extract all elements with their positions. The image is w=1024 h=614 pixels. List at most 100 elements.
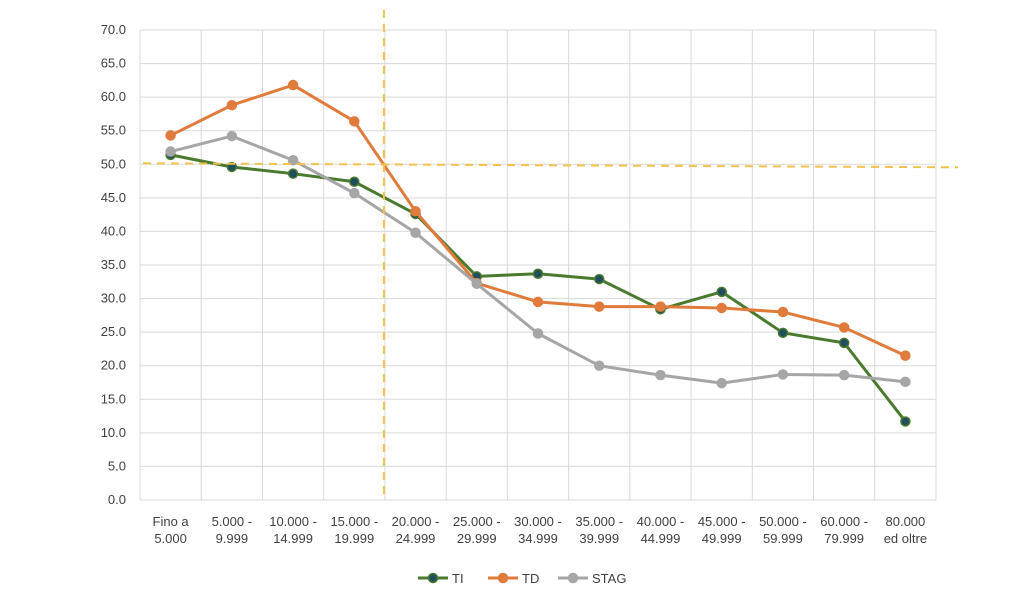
data-point-stag	[838, 369, 850, 381]
y-axis-tick-labels: 0.0 5.0 10.0 15.0 20.0 25.0 30.0 35.0 40.0 45.0 50…	[101, 22, 126, 507]
y-tick-label: 40.0	[101, 223, 126, 238]
data-point-td	[655, 301, 666, 312]
y-tick-label: 70.0	[101, 22, 126, 37]
horizontal-reference-line	[142, 162, 959, 169]
legend-label-td: TD	[522, 571, 539, 586]
data-point-stag	[349, 187, 360, 199]
x-tick-label: 25.000 - 29.999	[453, 514, 501, 546]
data-point-td	[349, 116, 360, 127]
data-point-stag	[900, 376, 911, 388]
data-point-stag	[532, 328, 544, 339]
data-point-stag	[777, 369, 789, 380]
x-tick-label-line: 20.000 -	[392, 514, 440, 529]
legend-marker-stag	[567, 572, 579, 584]
y-tick-label: 10.0	[101, 425, 126, 440]
y-tick-label: 35.0	[101, 257, 126, 272]
reference-lines	[142, 10, 959, 500]
legend-marker-td	[497, 572, 509, 584]
data-point-td	[165, 130, 176, 141]
data-point-td	[838, 322, 850, 333]
y-tick-label: 60.0	[101, 89, 126, 104]
x-tick-label-line: 5.000	[154, 531, 187, 546]
y-tick-label: 50.0	[101, 156, 126, 171]
x-tick-label-line: 79.999	[824, 531, 864, 546]
x-axis-tick-labels: Fino a 5.000 5.000 - 9.999 10.000 - 14.999 15.…	[153, 514, 928, 546]
data-point-ti	[777, 327, 789, 339]
x-tick-label: 35.000 - 39.999	[575, 514, 623, 546]
data-series	[165, 79, 911, 427]
data-point-stag	[471, 278, 483, 290]
x-tick-label-line: 80.000	[886, 514, 926, 529]
data-point-stag	[716, 377, 727, 389]
x-tick-label: 30.000 - 34.999	[514, 514, 562, 546]
x-tick-label-line: 49.999	[702, 531, 742, 546]
data-point-td	[532, 296, 544, 308]
x-tick-label-line: 50.000 -	[759, 514, 807, 529]
data-point-stag	[287, 155, 299, 166]
x-tick-label: Fino a 5.000	[153, 514, 190, 546]
y-tick-label: 25.0	[101, 324, 126, 339]
x-tick-label-line: 45.000 -	[698, 514, 746, 529]
x-tick-label-line: ed oltre	[884, 531, 927, 546]
data-point-td	[593, 301, 605, 312]
data-point-ti	[716, 286, 727, 298]
legend-item-ti: TI	[418, 571, 464, 586]
legend: TI TD STAG	[418, 571, 626, 586]
x-tick-label: 50.000 - 59.999	[759, 514, 807, 546]
series-line-ti	[169, 153, 907, 423]
x-tick-label: 20.000 - 24.999	[392, 514, 440, 546]
x-tick-label: 80.000 ed oltre	[884, 514, 927, 546]
x-tick-label-line: 60.000 -	[820, 514, 868, 529]
data-point-td	[410, 206, 421, 217]
data-point-ti	[838, 337, 850, 349]
y-tick-label: 45.0	[101, 190, 126, 205]
y-tick-label: 65.0	[101, 56, 126, 71]
legend-item-td: TD	[488, 571, 539, 586]
x-tick-label-line: 40.000 -	[637, 514, 685, 529]
x-tick-label: 10.000 - 14.999	[269, 514, 317, 546]
data-point-td	[287, 79, 299, 91]
x-tick-label-line: 44.999	[641, 531, 681, 546]
x-tick-label-line: 39.999	[579, 531, 619, 546]
series-stag	[165, 130, 911, 389]
data-point-stag	[593, 360, 605, 371]
y-tick-label: 30.0	[101, 291, 126, 306]
x-tick-label-line: 5.000 -	[212, 514, 252, 529]
series-td	[165, 79, 911, 361]
grid-lines	[139, 29, 937, 501]
data-point-td	[777, 306, 789, 318]
data-point-ti	[532, 268, 544, 279]
x-tick-label-line: 9.999	[216, 531, 249, 546]
x-tick-label-line: 25.000 -	[453, 514, 501, 529]
y-tick-label: 0.0	[108, 492, 126, 507]
x-tick-label-line: 14.999	[273, 531, 313, 546]
data-point-ti	[593, 273, 605, 285]
x-tick-label-line: 24.999	[396, 531, 436, 546]
data-point-stag	[226, 130, 238, 142]
data-point-ti	[349, 176, 360, 187]
x-tick-label: 60.000 - 79.999	[820, 514, 868, 546]
x-tick-label-line: 15.000 -	[330, 514, 378, 529]
data-point-stag	[410, 227, 421, 239]
x-tick-label-line: 30.000 -	[514, 514, 562, 529]
data-point-td	[226, 99, 238, 111]
x-tick-label-line: 10.000 -	[269, 514, 317, 529]
legend-label-ti: TI	[452, 571, 464, 586]
data-point-td	[716, 302, 727, 314]
x-tick-label-line: 34.999	[518, 531, 558, 546]
y-tick-label: 20.0	[101, 358, 126, 373]
data-point-ti	[900, 416, 911, 427]
y-tick-label: 15.0	[101, 391, 126, 406]
x-tick-label-line: 19.999	[334, 531, 374, 546]
x-tick-label-line: 35.000 -	[575, 514, 623, 529]
x-tick-label-line: 59.999	[763, 531, 803, 546]
data-point-td	[900, 350, 911, 361]
data-point-stag	[655, 369, 666, 381]
y-tick-label: 5.0	[108, 458, 126, 473]
x-tick-label: 40.000 - 44.999	[637, 514, 685, 546]
legend-label-stag: STAG	[592, 571, 626, 586]
series-line-td	[169, 83, 907, 358]
y-tick-label: 55.0	[101, 123, 126, 138]
x-tick-label: 5.000 - 9.999	[212, 514, 252, 546]
